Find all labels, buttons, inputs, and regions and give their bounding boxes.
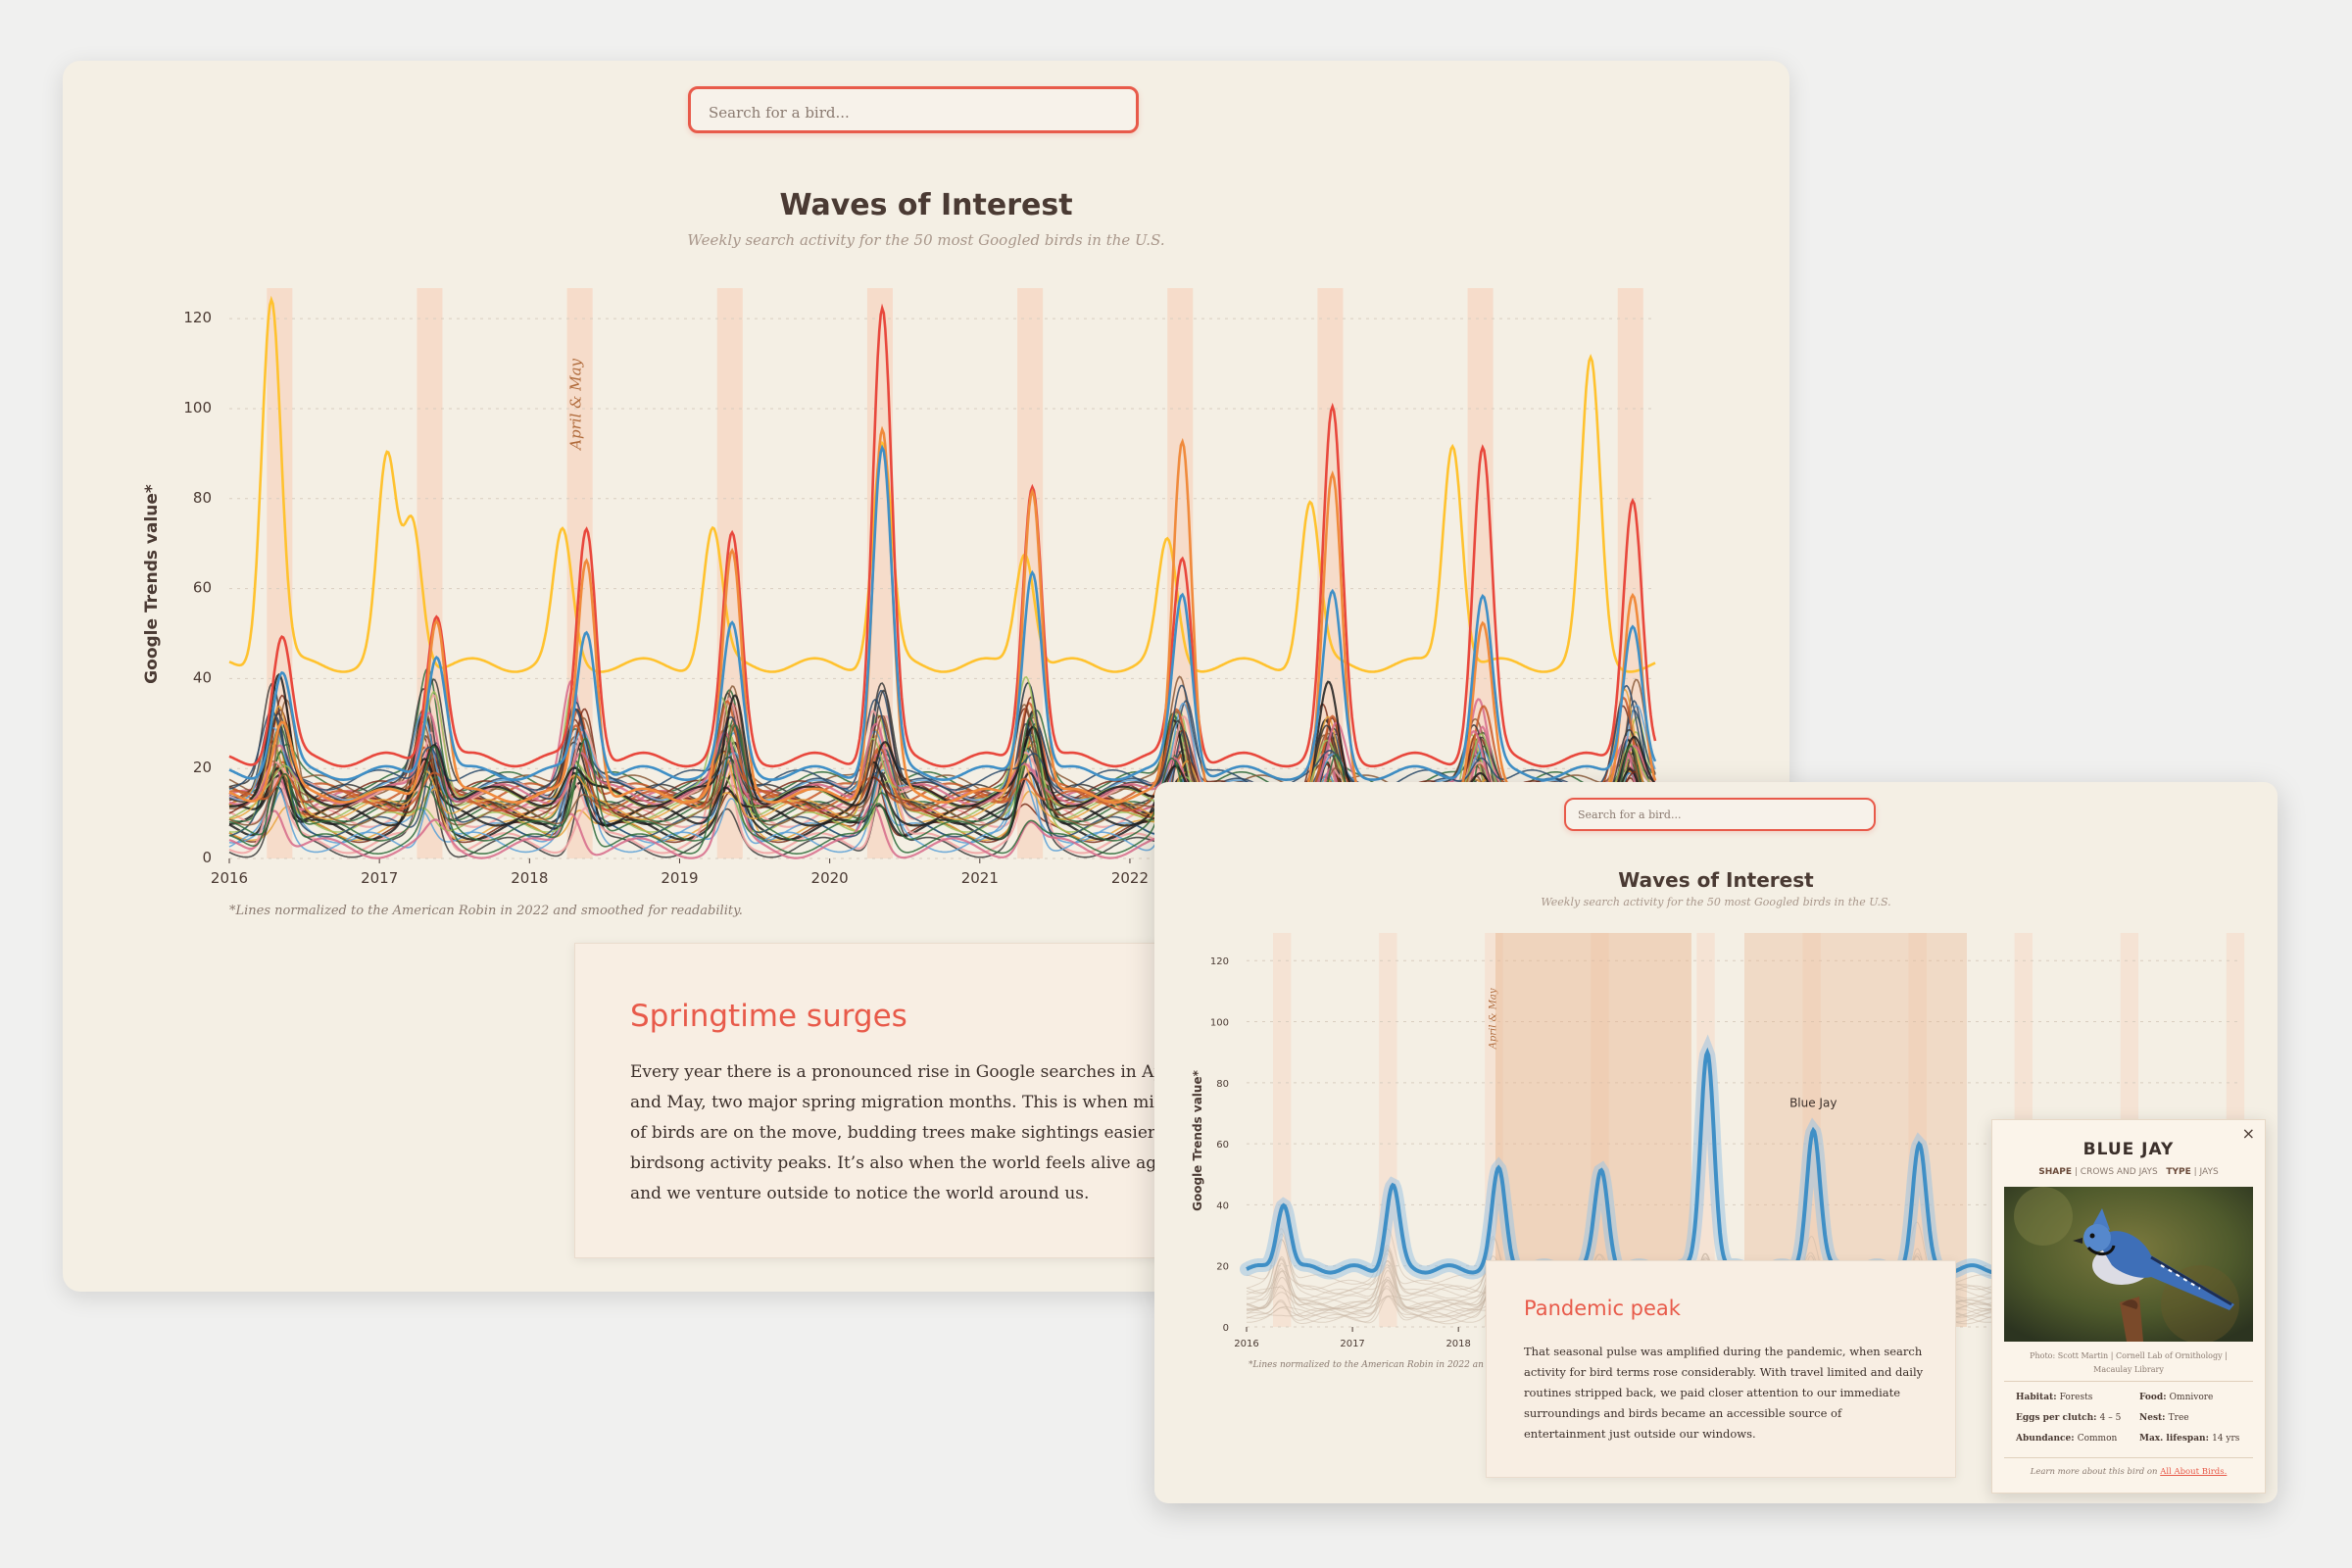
x-tick-label: 2019 <box>661 869 698 887</box>
series-line-red <box>228 303 1657 768</box>
bird-info-tooltip: × BLUE JAY SHAPE | CROWS AND JAYS TYPE |… <box>1991 1119 2266 1494</box>
y-tick-label: 0 <box>202 849 212 866</box>
learn-more-text: Learn more about this bird on <box>2030 1467 2158 1477</box>
bird-fact: Max. lifespan: 14 yrs <box>2139 1434 2239 1444</box>
fact-label: Eggs per clutch: <box>2016 1413 2100 1423</box>
photo-credit: Photo: Scott Martin | Cornell Lab of Orn… <box>2030 1351 2228 1374</box>
story-body: That seasonal pulse was amplified during… <box>1524 1345 1924 1441</box>
story-heading: Springtime surges <box>630 999 907 1034</box>
y-tick-label: 0 <box>1223 1323 1229 1334</box>
x-tick-label: 2016 <box>1234 1339 1258 1349</box>
y-tick-label: 120 <box>1210 956 1229 967</box>
fact-label: Habitat: <box>2016 1393 2060 1402</box>
fact-label: Food: <box>2139 1393 2170 1402</box>
all-about-birds-link[interactable]: All About Birds. <box>2160 1467 2228 1477</box>
type-label: TYPE <box>2166 1167 2191 1177</box>
background-bird-line <box>228 684 1656 791</box>
y-tick-label: 40 <box>193 668 212 686</box>
hover-series-label: Blue Jay <box>1789 1097 1837 1110</box>
y-tick-label: 40 <box>1216 1200 1229 1211</box>
chart-title: Waves of Interest <box>779 188 1073 222</box>
april-may-label: April & May <box>1489 988 1499 1050</box>
y-tick-label: 80 <box>1216 1079 1229 1090</box>
bird-search-input[interactable]: Search for a bird... <box>688 86 1139 133</box>
blue-jay-photo <box>2004 1187 2253 1342</box>
bird-taxonomy: SHAPE | CROWS AND JAYS TYPE | JAYS <box>2038 1167 2219 1177</box>
fact-label: Nest: <box>2139 1413 2169 1423</box>
x-tick-label: 2017 <box>361 869 398 887</box>
y-axis-label: Google Trends value* <box>1191 1069 1204 1210</box>
y-tick-label: 100 <box>183 399 212 416</box>
series-line-orange <box>228 425 1657 804</box>
y-tick-label: 120 <box>183 309 212 326</box>
chart-footnote: *Lines normalized to the American Robin … <box>1249 1360 1484 1370</box>
april-may-band <box>1273 933 1292 1327</box>
chart-subtitle: Weekly search activity for the 50 most G… <box>1541 896 1891 908</box>
y-tick-label: 100 <box>1210 1018 1229 1029</box>
close-icon[interactable]: × <box>2241 1124 2255 1143</box>
chart-title: Waves of Interest <box>1618 868 1814 892</box>
series-line-blue-jay <box>228 444 1657 782</box>
fact-value: Forests <box>2059 1393 2093 1402</box>
x-tick-label: 2018 <box>1446 1339 1470 1349</box>
series-line-yellow-most-searched- <box>228 295 1656 673</box>
main-line-chart: 0 20 40 60 80 100 120 2016 2017 2018 2019 2020 2021 2… <box>142 288 1657 887</box>
x-tick-label: 2020 <box>811 869 849 887</box>
x-tick-label: 2021 <box>961 869 999 887</box>
x-tick-label: 2016 <box>211 869 248 887</box>
fact-value: 4 – 5 <box>2099 1413 2122 1423</box>
story-heading: Pandemic peak <box>1524 1297 1681 1320</box>
fact-label: Max. lifespan: <box>2139 1434 2213 1444</box>
x-tick-label: 2017 <box>1340 1339 1364 1349</box>
divider <box>2004 1457 2253 1458</box>
y-tick-label: 20 <box>1216 1262 1229 1273</box>
bird-name: BLUE JAY <box>2082 1140 2175 1159</box>
divider <box>2004 1381 2253 1382</box>
y-axis-label: Google Trends value* <box>142 484 162 684</box>
chart-footnote: *Lines normalized to the American Robin … <box>229 904 743 918</box>
shape-value: CROWS AND JAYS <box>2080 1167 2158 1177</box>
bird-search-input[interactable]: Search for a bird... <box>1564 798 1876 831</box>
bird-fact: Eggs per clutch: 4 – 5 <box>2016 1413 2121 1423</box>
y-tick-label: 20 <box>193 759 212 776</box>
detail-chart-card: Search for a bird... Waves of Interest W… <box>1154 782 2278 1503</box>
bird-fact: Nest: Tree <box>2139 1413 2189 1423</box>
x-tick-label: 2018 <box>511 869 548 887</box>
bird-fact: Abundance: Common <box>2016 1434 2117 1444</box>
fact-value: Common <box>2077 1434 2118 1444</box>
fact-value: Tree <box>2168 1413 2189 1423</box>
chart-subtitle: Weekly search activity for the 50 most G… <box>687 231 1165 249</box>
type-value: JAYS <box>2199 1167 2219 1177</box>
fact-value: 14 yrs <box>2212 1434 2240 1444</box>
story-card: Pandemic peak That seasonal pulse was am… <box>1486 1260 1956 1478</box>
y-tick-label: 80 <box>193 489 212 507</box>
story-body: Every year there is a pronounced rise in… <box>630 1062 1200 1203</box>
x-tick-label: 2022 <box>1111 869 1149 887</box>
april-may-label: April & May <box>566 358 584 451</box>
learn-more: Learn more about this bird on All About … <box>1992 1467 2265 1477</box>
bird-fact: Habitat: Forests <box>2016 1393 2092 1402</box>
y-tick-label: 60 <box>193 579 212 597</box>
shape-label: SHAPE <box>2038 1167 2073 1177</box>
fact-label: Abundance: <box>2016 1434 2078 1444</box>
main-chart-card: Search for a bird... Waves of Interest W… <box>63 61 1789 1292</box>
fact-value: Omnivore <box>2169 1393 2214 1402</box>
y-tick-label: 60 <box>1216 1140 1229 1151</box>
bird-fact: Food: Omnivore <box>2139 1393 2213 1402</box>
